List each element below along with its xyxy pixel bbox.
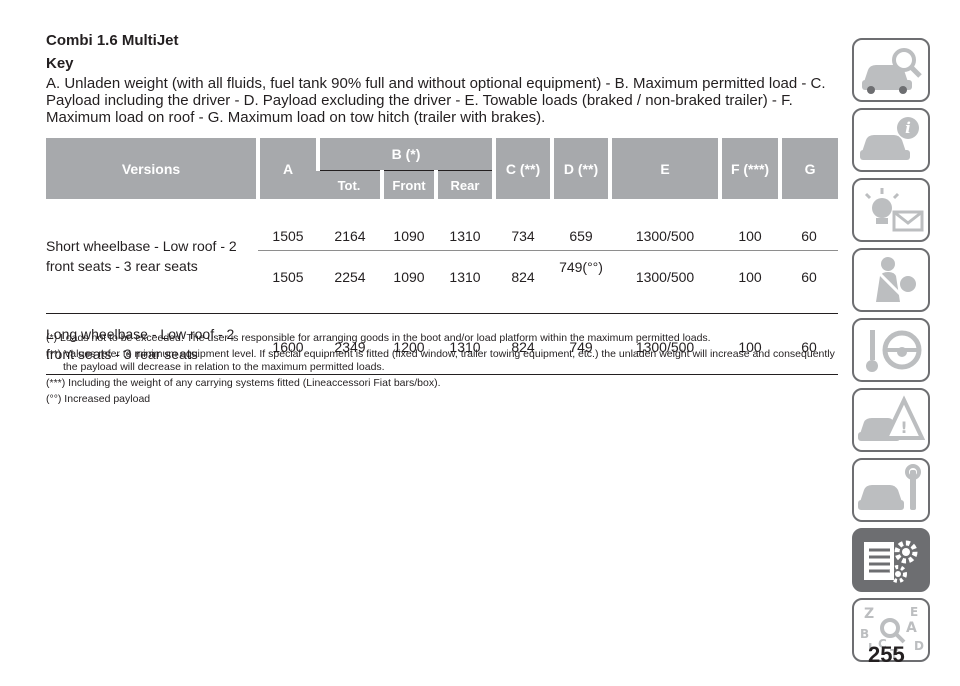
footnote: (**) Values refer to minimum equipment l… [46, 348, 835, 373]
cell-front: 1090 [382, 199, 436, 251]
chapter-tab-warning-lights[interactable] [852, 178, 930, 242]
cell-c: 734 [494, 199, 553, 251]
index-letter: Z [864, 606, 874, 622]
cell-tot: 2164 [318, 199, 382, 251]
version-short-wheelbase: Short wheelbase - Low roof - 2 front sea… [46, 199, 258, 314]
key-description: A. Unladen weight (with all fluids, fuel… [46, 75, 826, 126]
cell-tot: 2254 [318, 250, 382, 314]
header-b-front: Front [380, 170, 436, 199]
cell-f: 100 [720, 250, 781, 314]
chapter-tab-maintenance[interactable] [852, 458, 930, 522]
cell-g: 60 [780, 250, 839, 314]
cell-front: 1090 [382, 250, 436, 314]
cell-d: 749(°°) [552, 250, 611, 314]
header-versions: Versions [46, 138, 258, 199]
warning-light-message-icon [864, 188, 924, 232]
alphabetical-index-icon: Z E A B C D I T [860, 605, 924, 660]
cell-e: 1300/500 [610, 313, 721, 375]
cell-front: 1200 [382, 313, 436, 375]
index-letter: I [868, 641, 872, 655]
cell-f: 100 [720, 313, 781, 375]
cell-c: 824 [494, 250, 553, 314]
footnotes: (*) Loads not to be exceeded. The user i… [46, 332, 836, 409]
page-number: 255 [868, 642, 905, 667]
chapter-tab-dashboard[interactable] [852, 38, 930, 102]
cell-d: 749 [552, 313, 611, 375]
header-b-tot: Tot. [318, 170, 382, 199]
cell-a: 1505 [258, 199, 318, 251]
car-info-icon: i [860, 117, 919, 160]
header-b: B (*) [315, 138, 495, 171]
cell-g: 60 [780, 313, 839, 375]
chapter-tab-starting[interactable] [852, 318, 930, 382]
header-a: A [256, 138, 318, 199]
car-search-icon [862, 48, 922, 94]
seatbelt-airbag-icon [876, 257, 916, 302]
cell-d: 659 [552, 199, 611, 251]
cell-e: 1300/500 [610, 250, 721, 314]
cell-g: 60 [780, 199, 839, 251]
header-g: G [778, 138, 839, 199]
cell-rear: 1310 [436, 199, 495, 251]
cell-a: 1600 [258, 313, 318, 375]
index-letter: T [890, 647, 899, 660]
weights-table: Versions A B (*) C (**) D (**) E F (***)… [46, 138, 839, 375]
chapter-tab-knowing[interactable]: i [852, 108, 930, 172]
svg-text:!: ! [900, 418, 907, 437]
footnote: (*) Loads not to be exceeded. The user i… [46, 332, 711, 344]
index-letter: D [914, 639, 924, 653]
index-letter: A [906, 620, 917, 636]
cell-f: 100 [720, 199, 781, 251]
footnote: (***) Including the weight of any carryi… [46, 377, 441, 389]
car-wrench-icon [858, 464, 921, 510]
svg-text:i: i [905, 119, 911, 137]
key-heading: Key [46, 55, 74, 72]
table-row: 1505 2254 1090 1310 824 749(°°) 1300/500… [46, 250, 839, 314]
chapter-tab-emergency[interactable]: ! [852, 388, 930, 452]
footnote: (°°) Increased payload [46, 393, 151, 405]
header-f: F (***) [718, 138, 781, 199]
warning-triangle-car-icon: ! [858, 395, 926, 441]
index-letter: B [860, 627, 869, 641]
index-letter: E [910, 605, 918, 619]
cell-rear: 1310 [436, 250, 495, 314]
cell-rear: 1310 [436, 313, 495, 375]
chapter-tab-index[interactable]: Z E A B C D I T [852, 598, 930, 662]
cell-e: 1300/500 [610, 199, 721, 251]
table-row: Long wheelbase - Low roof - 2 front seat… [46, 313, 839, 375]
index-letter: C [878, 637, 887, 651]
header-d: D (**) [550, 138, 611, 199]
header-b-rear: Rear [433, 170, 495, 199]
chapter-tabs: i [852, 38, 936, 668]
section-title: Combi 1.6 MultiJet [46, 32, 179, 49]
table-row: Short wheelbase - Low roof - 2 front sea… [46, 199, 839, 314]
cell-c: 824 [494, 313, 553, 375]
header-c: C (**) [492, 138, 553, 199]
document-content: Combi 1.6 MultiJet Key A. Unladen weight… [46, 32, 836, 126]
technical-data-gears-icon [864, 540, 918, 583]
header-e: E [608, 138, 721, 199]
cell-a: 1505 [258, 250, 318, 314]
chapter-tab-safety[interactable] [852, 248, 930, 312]
key-steering-wheel-icon [866, 330, 922, 372]
chapter-tab-technical-data[interactable] [852, 528, 930, 592]
version-long-wheelbase: Long wheelbase - Low roof - 2 front seat… [46, 313, 258, 375]
cell-tot: 2349 [318, 313, 382, 375]
